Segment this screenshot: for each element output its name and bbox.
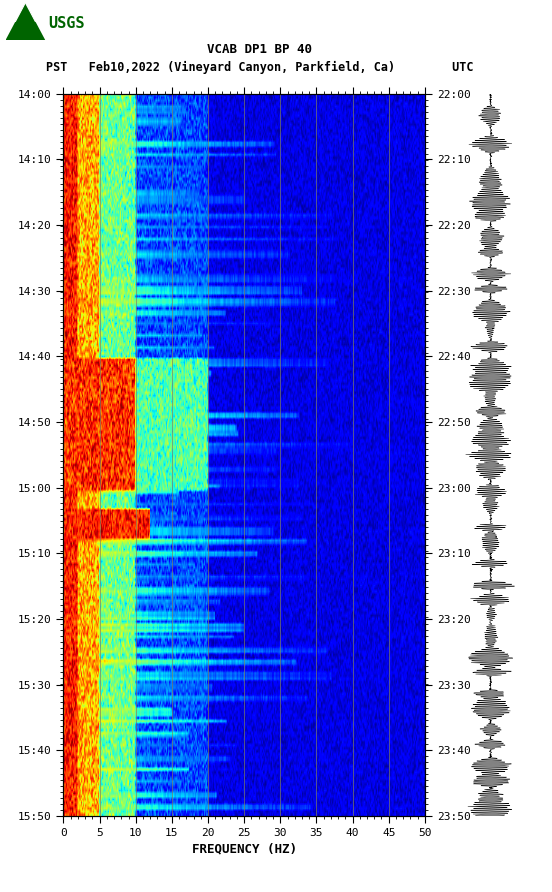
X-axis label: FREQUENCY (HZ): FREQUENCY (HZ) <box>192 842 296 855</box>
Text: PST   Feb10,2022 (Vineyard Canyon, Parkfield, Ca)        UTC: PST Feb10,2022 (Vineyard Canyon, Parkfie… <box>46 62 473 74</box>
Text: VCAB DP1 BP 40: VCAB DP1 BP 40 <box>207 43 312 55</box>
Polygon shape <box>6 3 45 40</box>
Text: USGS: USGS <box>49 16 85 31</box>
